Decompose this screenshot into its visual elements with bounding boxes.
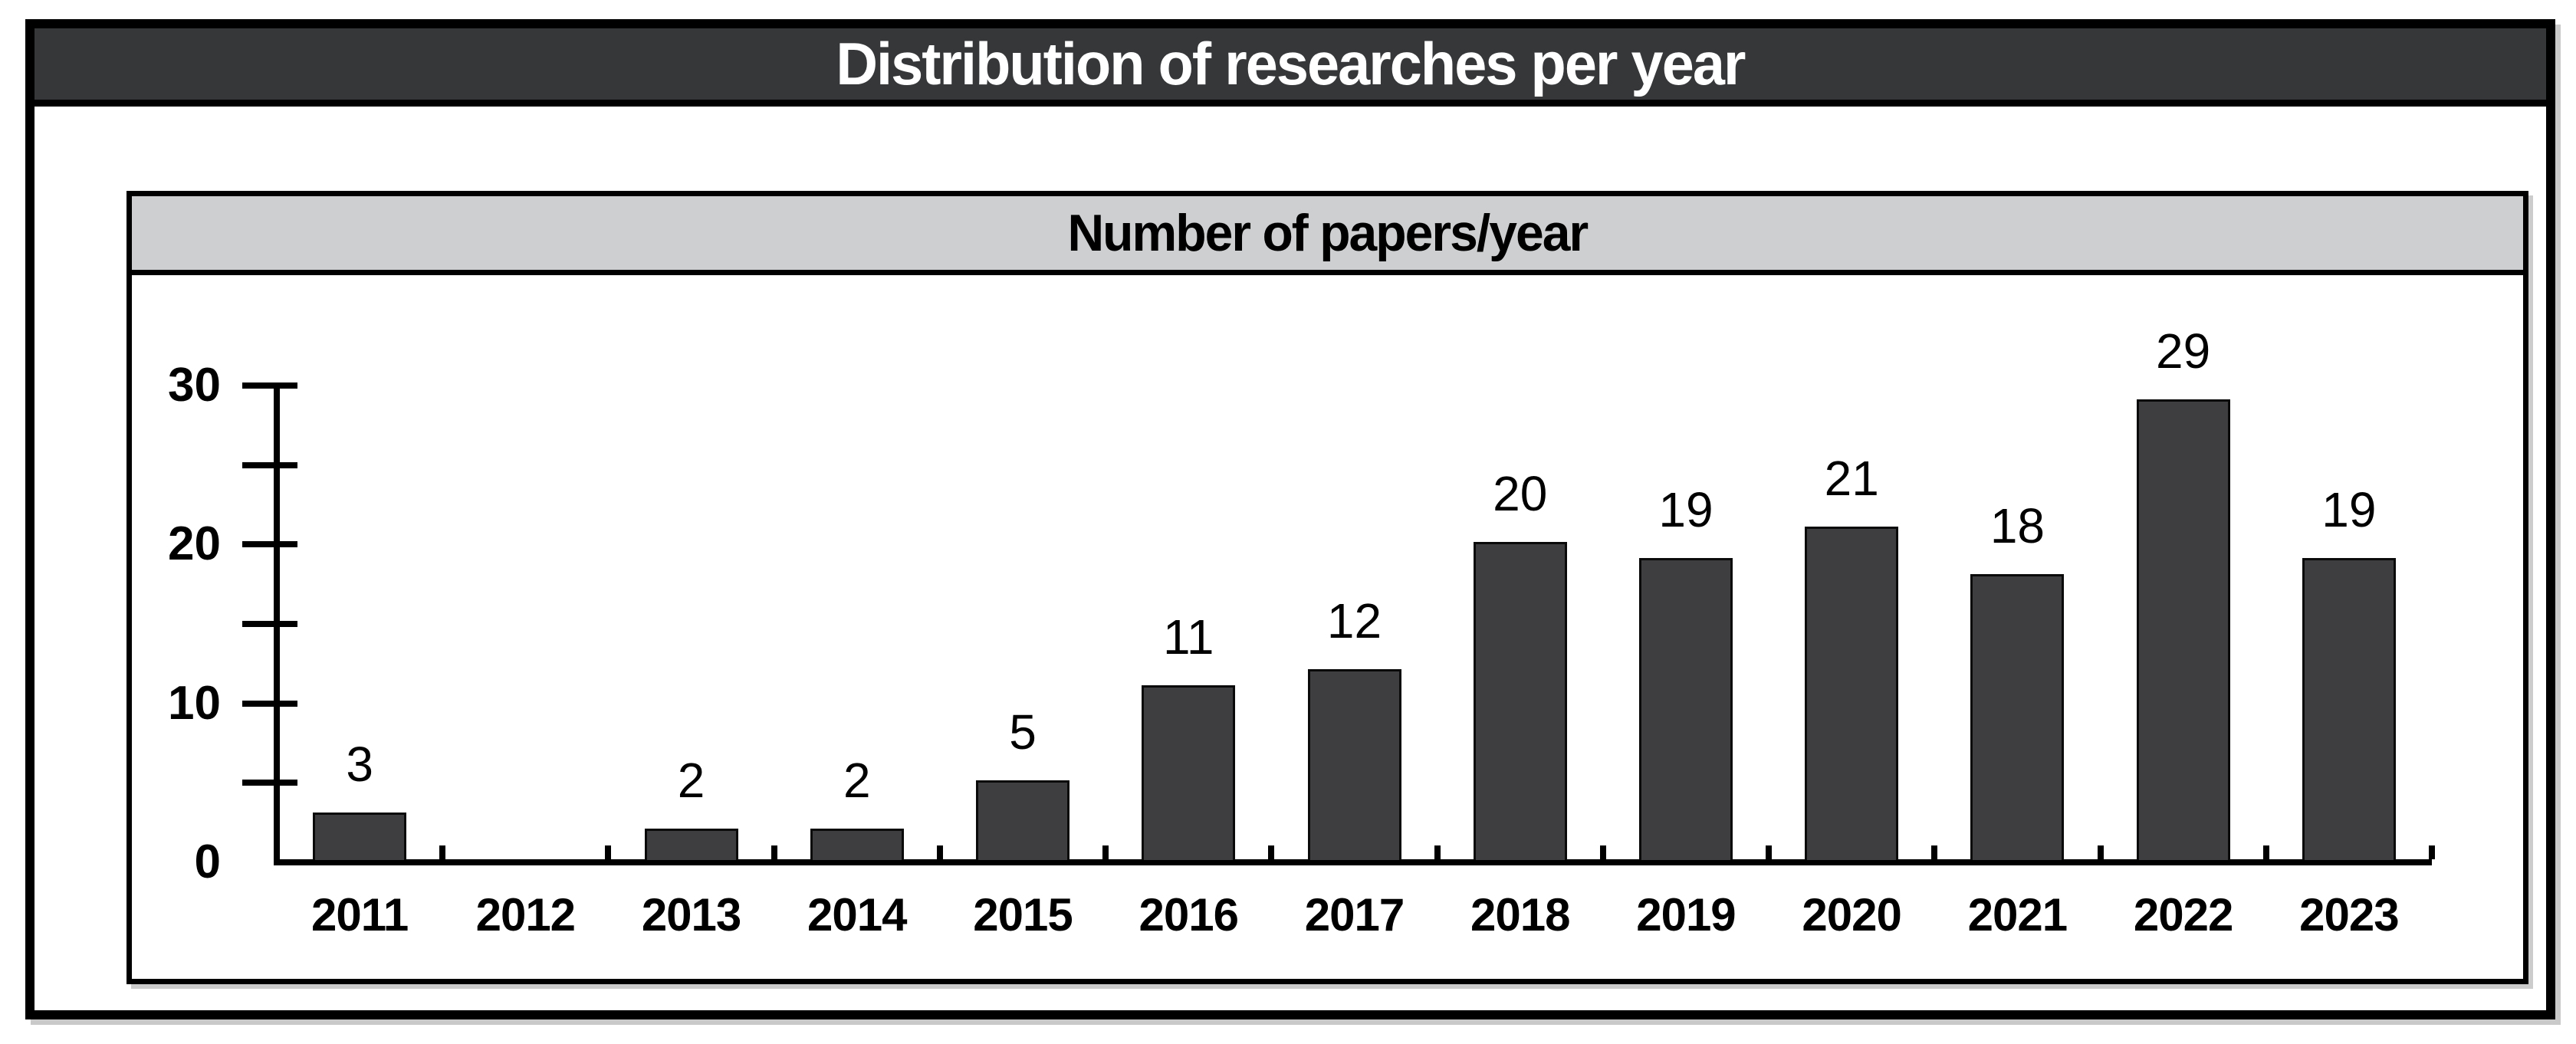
y-axis-tick xyxy=(242,461,297,468)
x-tick-label: 2012 xyxy=(475,889,576,941)
x-axis-tick xyxy=(1766,845,1773,859)
chart-title-bar: Number of papers/year xyxy=(132,196,2523,275)
bar xyxy=(976,780,1070,860)
x-tick-label: 2020 xyxy=(1802,889,1901,941)
bar xyxy=(1638,558,1733,860)
x-axis-tick xyxy=(439,845,446,859)
y-axis-tick xyxy=(242,700,297,707)
x-axis-tick xyxy=(936,845,943,859)
bar-value-label: 19 xyxy=(1658,482,1714,537)
x-axis-tick xyxy=(770,845,777,859)
x-axis-tick xyxy=(1102,845,1109,859)
x-tick-label: 2016 xyxy=(1138,889,1239,941)
x-tick-label: 2023 xyxy=(2299,889,2399,941)
bar xyxy=(1970,574,2065,860)
chart-title: Number of papers/year xyxy=(1067,204,1589,262)
bar-chart: 0 10 20 30 3 2011 2012 2 2013 2 2014 5 2015 11 2016 12 2… xyxy=(132,275,2523,977)
x-axis-line xyxy=(274,859,2432,865)
bar xyxy=(1307,669,1401,860)
x-axis-tick xyxy=(605,845,612,859)
x-tick-label: 2011 xyxy=(311,889,409,941)
x-axis-tick xyxy=(2097,845,2104,859)
x-tick-label: 2015 xyxy=(973,889,1073,941)
bar xyxy=(1142,685,1236,860)
bar-value-label: 3 xyxy=(346,737,373,792)
bar-value-label: 19 xyxy=(2321,482,2377,537)
x-axis-tick xyxy=(1931,845,1938,859)
x-tick-label: 2019 xyxy=(1636,889,1736,941)
bar-value-label: 2 xyxy=(843,753,871,808)
bar-value-label: 29 xyxy=(2156,323,2211,379)
x-axis-tick xyxy=(1434,845,1441,859)
bar-value-label: 11 xyxy=(1163,609,1214,665)
y-tick-label: 0 xyxy=(194,836,221,888)
bar xyxy=(644,829,738,860)
y-axis-tick xyxy=(242,541,297,548)
outer-frame: Distribution of researches per year Numb… xyxy=(25,19,2555,1019)
bar xyxy=(313,813,407,860)
x-tick-label: 2017 xyxy=(1304,889,1405,941)
bar xyxy=(2136,399,2230,860)
figure-title: Distribution of researches per year xyxy=(836,30,1746,97)
x-tick-label: 2014 xyxy=(807,889,907,941)
x-axis-tick xyxy=(2262,845,2269,859)
bar xyxy=(810,829,904,860)
bar xyxy=(1473,542,1567,860)
x-axis-tick xyxy=(1599,845,1606,859)
bar-value-label: 12 xyxy=(1326,593,1382,648)
bar-value-label: 20 xyxy=(1493,466,1548,521)
x-axis-tick xyxy=(2429,845,2435,859)
bar-value-label: 18 xyxy=(1990,498,2045,553)
bar xyxy=(2302,558,2396,860)
x-tick-label: 2018 xyxy=(1470,889,1570,941)
y-axis-tick xyxy=(242,780,297,786)
y-tick-label: 20 xyxy=(168,517,221,571)
bar-value-label: 5 xyxy=(1009,704,1037,760)
y-tick-label: 10 xyxy=(168,676,221,730)
y-tick-label: 30 xyxy=(168,359,221,412)
chart-panel: Number of papers/year 0 10 20 30 3 2011 2012 2 2… xyxy=(127,191,2528,984)
bar xyxy=(1805,527,1899,860)
x-tick-label: 2021 xyxy=(1967,889,2068,941)
bar-value-label: 2 xyxy=(677,753,705,808)
y-axis-tick xyxy=(242,621,297,627)
figure-title-bar: Distribution of researches per year xyxy=(34,28,2546,107)
bar-value-label: 21 xyxy=(1824,451,1879,506)
y-axis-tick xyxy=(242,382,297,389)
x-axis-tick xyxy=(1268,845,1275,859)
x-tick-label: 2013 xyxy=(641,889,741,941)
x-tick-label: 2022 xyxy=(2133,889,2233,941)
